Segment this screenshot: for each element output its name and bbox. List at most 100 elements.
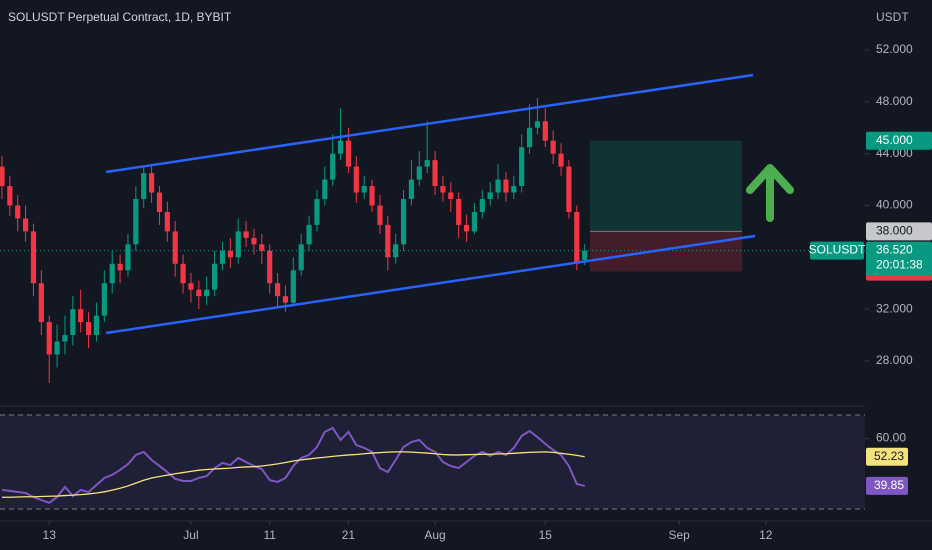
candle-body (282, 296, 289, 303)
chart-title: SOLUSDT Perpetual Contract, 1D, BYBIT (8, 10, 232, 24)
candle-body (495, 179, 501, 193)
candle-body (566, 166, 572, 212)
candle-body (479, 199, 485, 212)
candle-body (188, 283, 194, 290)
countdown: 20:01:38 (876, 258, 923, 272)
candle-body (511, 186, 517, 193)
candle-body (196, 289, 202, 297)
x-tick-label: 21 (342, 528, 356, 542)
rsi-line (1, 451, 585, 498)
candle-body (471, 211, 478, 232)
candle-body (369, 186, 375, 206)
symbol-label: SOLUSDT (809, 243, 866, 257)
x-tick-label: Sep (668, 528, 690, 542)
y-tick-label: 40.000 (876, 198, 913, 212)
candle-body (353, 166, 359, 193)
rsi-value-box (866, 447, 908, 466)
candle-body (526, 127, 533, 148)
candle-body (440, 186, 446, 193)
candle-body (558, 153, 564, 167)
y-tick-label: 48.000 (876, 94, 913, 108)
candle-body (156, 192, 163, 212)
candle-body (400, 199, 407, 245)
candle-body (117, 263, 123, 271)
symbol-box (810, 241, 864, 260)
candle-body (180, 263, 186, 284)
candle-body (22, 218, 29, 232)
x-tick-label: 13 (43, 528, 57, 542)
candle-body (0, 166, 5, 187)
candle-body (456, 199, 462, 225)
candle-body (7, 186, 13, 206)
candle-body (424, 160, 430, 167)
arrow-head (746, 164, 794, 194)
candle-body (298, 244, 304, 271)
channel-lower (105, 234, 756, 335)
candle-body (78, 309, 84, 323)
candle-body (337, 140, 344, 154)
candle-body (85, 322, 92, 336)
last-price-box (866, 241, 932, 276)
candle-body (62, 335, 68, 342)
candle-body (416, 166, 422, 180)
candle-body (582, 250, 588, 260)
candle-body (519, 147, 525, 187)
rsi-value-label: 52.23 (874, 449, 904, 463)
x-tick-label: 15 (539, 528, 553, 542)
axes: 28.00032.00040.00044.00048.00052.00060.0… (43, 42, 932, 542)
target-label: 45.000 (876, 133, 913, 147)
candle-body (141, 173, 147, 200)
candle-body (267, 250, 273, 284)
candle-body (15, 205, 21, 219)
candle-body (109, 263, 115, 284)
candle-body (101, 283, 107, 316)
candle-body (534, 121, 541, 128)
candle-body (385, 224, 391, 258)
candle-body (330, 153, 336, 180)
candle-body (235, 231, 241, 258)
candle-body (550, 140, 556, 154)
candle-body (54, 341, 60, 355)
candle-body (487, 192, 493, 200)
candle-body (70, 309, 76, 336)
candle-body (345, 140, 352, 167)
candle-body (243, 231, 249, 238)
x-tick-label: Jul (183, 528, 198, 542)
candle-body (164, 211, 170, 232)
candle-body (290, 270, 296, 303)
candle-body (133, 199, 139, 245)
y-unit: USDT (876, 10, 909, 24)
candle-body (314, 199, 320, 225)
candle-body (125, 244, 131, 271)
candle-body (204, 289, 210, 297)
candle-body (432, 160, 438, 187)
y-tick-label: 52.000 (876, 42, 913, 56)
candle-body (574, 211, 580, 264)
candle-body (30, 231, 37, 284)
x-tick-label: Aug (424, 528, 445, 542)
rsi-band-fill (0, 415, 865, 509)
candle-body (377, 205, 383, 225)
entry-label: 38.000 (876, 224, 913, 238)
y-tick-label: 28.000 (876, 353, 913, 367)
candle-body (148, 173, 155, 193)
candle-body (408, 179, 415, 200)
candle-body (227, 250, 233, 258)
candle-body (259, 244, 265, 251)
x-tick-label: 11 (263, 528, 276, 542)
channel-upper (105, 73, 754, 174)
candle-body (93, 315, 100, 336)
candle-body (448, 192, 454, 200)
candle-body (46, 322, 52, 355)
candle-body (542, 121, 548, 141)
y-tick-label: 32.000 (876, 301, 913, 315)
candle-body (219, 250, 226, 264)
candle-body (393, 244, 399, 258)
candle-body (211, 263, 218, 290)
position-loss (590, 231, 742, 272)
target-label-box (866, 131, 932, 150)
candle-body (503, 179, 509, 193)
